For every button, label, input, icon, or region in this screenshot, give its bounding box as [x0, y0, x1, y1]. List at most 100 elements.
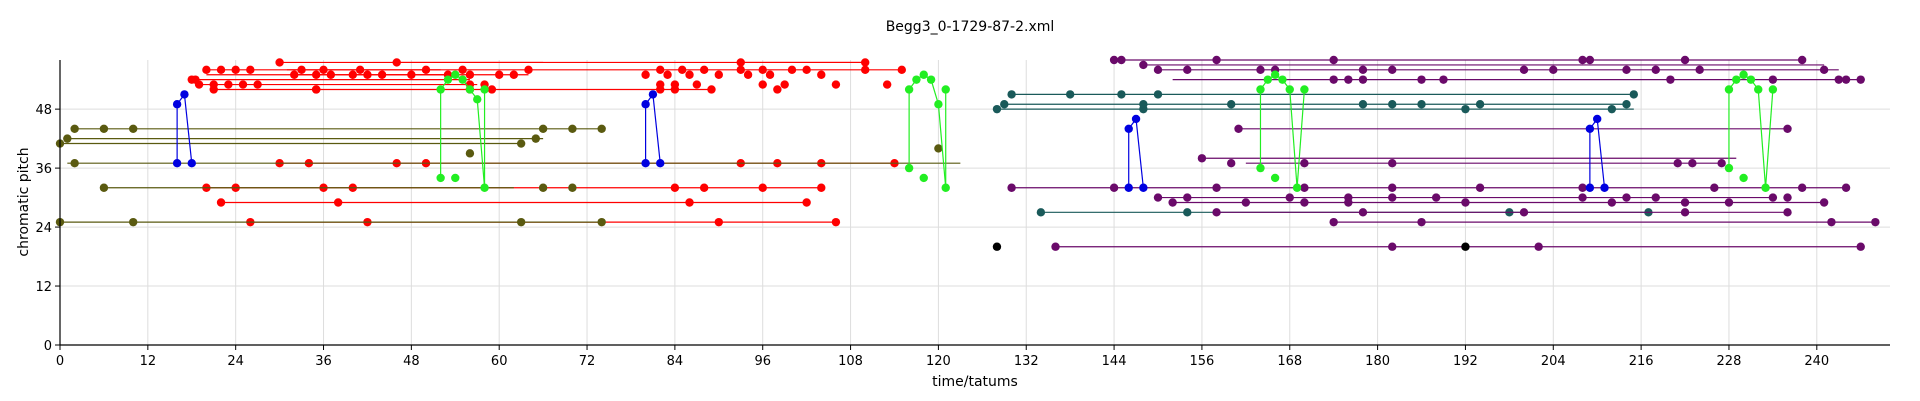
- note-point: [1519, 208, 1529, 217]
- note-point: [480, 85, 489, 94]
- note-point: [1109, 183, 1119, 192]
- axes: [59, 60, 1890, 346]
- note-point: [209, 85, 218, 94]
- note-point: [1834, 75, 1843, 84]
- note-point: [355, 65, 365, 75]
- note-point: [1263, 75, 1273, 84]
- note-point: [992, 242, 1002, 251]
- x-tick-label: 132: [1014, 354, 1039, 369]
- note-point: [817, 70, 826, 79]
- note-point: [194, 80, 204, 89]
- chart-title: Begg3_0-1729-87-2.xml: [886, 19, 1055, 35]
- note-point: [1139, 100, 1148, 109]
- series-green: [436, 70, 950, 192]
- note-point: [246, 65, 255, 75]
- note-point: [1227, 158, 1236, 168]
- note-point: [1739, 70, 1748, 79]
- note-point: [436, 85, 445, 94]
- note-point: [685, 70, 694, 79]
- note-point: [1344, 198, 1353, 207]
- note-point: [1827, 217, 1836, 227]
- note-point: [831, 217, 841, 227]
- note-point: [670, 85, 680, 94]
- note-point: [1680, 208, 1690, 217]
- note-point: [1431, 193, 1441, 202]
- note-point: [172, 158, 182, 168]
- note-point: [897, 65, 906, 75]
- note-point: [253, 80, 262, 89]
- note-point: [919, 173, 928, 183]
- note-point: [743, 70, 753, 79]
- note-point: [538, 124, 548, 133]
- note-point: [377, 70, 387, 79]
- note-point: [941, 183, 950, 192]
- note-point: [348, 70, 357, 79]
- note-point: [1519, 65, 1529, 75]
- note-point: [1768, 85, 1778, 94]
- note-point: [1388, 65, 1397, 75]
- note-point: [1622, 193, 1631, 202]
- note-point: [1241, 198, 1251, 207]
- note-point: [1300, 158, 1309, 168]
- series-teal: [992, 90, 1653, 217]
- note-point: [663, 70, 672, 79]
- y-tick-label: 0: [44, 339, 52, 354]
- note-point: [333, 198, 343, 207]
- note-link: [1135, 118, 1144, 188]
- note-link: [1289, 89, 1298, 188]
- series-blue: [1124, 114, 1609, 192]
- note-point: [861, 58, 870, 67]
- note-point: [678, 65, 687, 75]
- note-point: [1724, 85, 1734, 94]
- x-tick-label: 36: [315, 354, 332, 369]
- note-point: [1285, 85, 1294, 94]
- note-point: [773, 85, 782, 94]
- note-point: [641, 158, 650, 168]
- note-point: [992, 104, 1002, 114]
- note-point: [231, 65, 240, 75]
- note-point: [802, 198, 811, 207]
- note-point: [1183, 65, 1192, 75]
- note-point: [319, 65, 328, 75]
- note-point: [1768, 193, 1778, 202]
- note-link: [183, 94, 193, 164]
- note-point: [1666, 75, 1675, 84]
- note-point: [516, 139, 526, 148]
- y-tick-labels: 0 12 24 36 48: [35, 103, 60, 354]
- note-point: [1153, 90, 1163, 99]
- note-point: [1783, 193, 1792, 202]
- note-point: [1139, 60, 1148, 70]
- x-tick-label: 48: [403, 354, 420, 369]
- note-point: [1300, 183, 1309, 192]
- note-point: [1439, 75, 1448, 84]
- note-point: [1739, 173, 1748, 183]
- series-blue: [172, 90, 665, 168]
- note-point: [172, 100, 182, 109]
- note-point: [1724, 163, 1734, 173]
- y-tick-label: 24: [35, 221, 52, 236]
- x-tick-label: 84: [667, 354, 684, 369]
- note-point: [1270, 70, 1280, 79]
- note-point: [692, 80, 702, 89]
- note-point: [758, 183, 767, 192]
- note-point: [802, 65, 811, 75]
- note-point: [941, 85, 950, 94]
- note-point: [1797, 183, 1807, 192]
- note-point: [919, 70, 928, 79]
- note-point: [641, 70, 650, 79]
- note-point: [465, 149, 475, 158]
- series-purple: [1007, 55, 1880, 251]
- note-point: [1578, 183, 1587, 192]
- note-point: [641, 100, 650, 109]
- note-point: [1300, 198, 1309, 207]
- x-tick-label: 144: [1102, 354, 1127, 369]
- series-red: [187, 58, 906, 227]
- note-point: [1358, 100, 1368, 109]
- note-point: [1270, 173, 1280, 183]
- note-point: [216, 65, 226, 75]
- note-point: [1695, 65, 1704, 75]
- x-tick-label: 60: [491, 354, 508, 369]
- x-tick-label: 96: [754, 354, 771, 369]
- note-link: [930, 79, 939, 105]
- note-point: [934, 100, 943, 109]
